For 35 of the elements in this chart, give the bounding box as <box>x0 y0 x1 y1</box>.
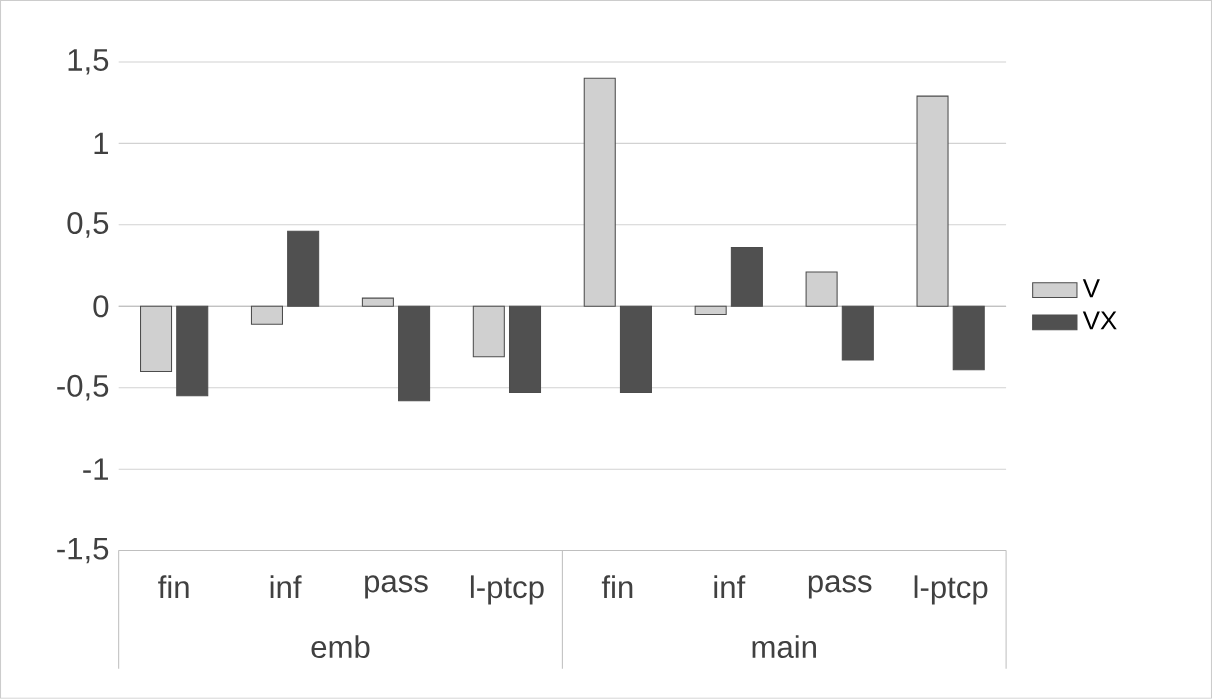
x-tick-label: pass <box>808 575 872 599</box>
bar <box>841 305 874 361</box>
x-tick-label: l-ptcp <box>914 575 988 605</box>
bar <box>140 305 173 373</box>
y-tick-label: -1 <box>83 458 108 480</box>
x-tick-label: fin <box>158 575 189 598</box>
bar <box>916 95 949 307</box>
y-tick-label: 1,5 <box>68 49 109 75</box>
text: emb <box>311 635 370 659</box>
bar <box>361 297 394 307</box>
x-tick-label: inf <box>270 575 302 598</box>
y-tick-label: 0 <box>93 295 109 318</box>
x-tick-label: pass <box>365 575 428 599</box>
bar <box>730 247 763 307</box>
y-tick-label: -1,5 <box>57 538 109 564</box>
bar <box>508 305 542 394</box>
legend-label: VX <box>1082 311 1117 330</box>
bar <box>398 305 431 402</box>
bar <box>472 305 505 358</box>
bar <box>250 305 283 325</box>
y-tick-label: -0,5 <box>57 374 109 401</box>
y-tick-label: 0,5 <box>67 212 109 238</box>
y-tick-label: 1 <box>94 132 108 155</box>
bar <box>583 77 616 307</box>
x-tick-label: inf <box>714 575 746 598</box>
bar <box>619 305 652 394</box>
bar <box>805 271 838 307</box>
bar <box>176 305 209 397</box>
bar <box>287 230 320 307</box>
bar <box>952 305 985 371</box>
legend-label: V <box>1082 279 1100 298</box>
bar <box>694 305 727 316</box>
x-tick-label: l-ptcp <box>470 575 544 605</box>
text: main <box>752 635 816 659</box>
x-tick-label: fin <box>601 575 633 598</box>
